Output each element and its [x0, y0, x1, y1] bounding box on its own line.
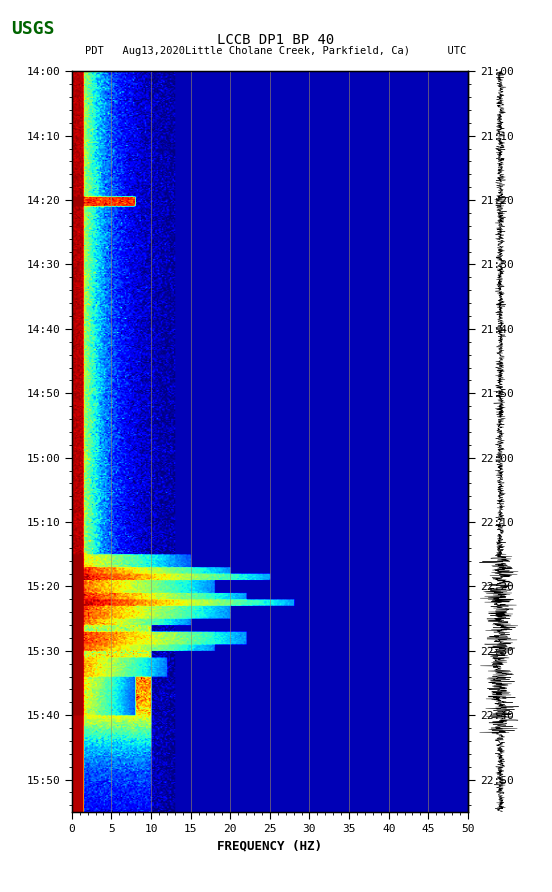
Text: USGS: USGS — [11, 20, 55, 37]
Text: LCCB DP1 BP 40: LCCB DP1 BP 40 — [217, 33, 335, 47]
Text: PDT   Aug13,2020Little Cholane Creek, Parkfield, Ca)      UTC: PDT Aug13,2020Little Cholane Creek, Park… — [86, 46, 466, 56]
X-axis label: FREQUENCY (HZ): FREQUENCY (HZ) — [217, 839, 322, 852]
